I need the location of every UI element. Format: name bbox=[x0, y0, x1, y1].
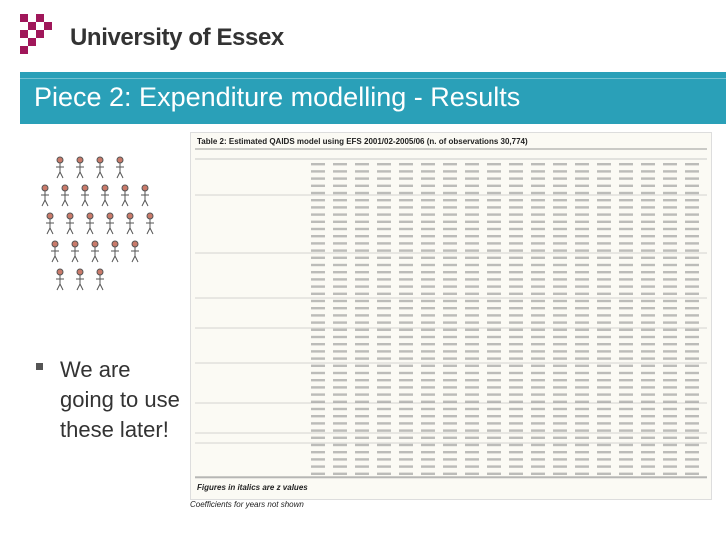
university-name: University of Essex bbox=[70, 24, 284, 51]
table-footnote: Figures in italics are z values bbox=[197, 483, 308, 492]
title-banner: Piece 2: Expenditure modelling - Results bbox=[20, 72, 726, 124]
bullet-marker bbox=[36, 363, 43, 370]
university-logo bbox=[20, 14, 60, 54]
table-grid bbox=[195, 148, 707, 479]
table-title: Table 2: Estimated QAIDS model using EFS… bbox=[197, 137, 528, 146]
bullet-text: We are going to use these later! bbox=[60, 357, 180, 442]
results-table-image: Table 2: Estimated QAIDS model using EFS… bbox=[190, 132, 712, 500]
crowd-of-people-icon bbox=[41, 156, 154, 291]
slide-title: Piece 2: Expenditure modelling - Results bbox=[34, 82, 521, 112]
table-caption: Coefficients for years not shown bbox=[190, 500, 304, 509]
